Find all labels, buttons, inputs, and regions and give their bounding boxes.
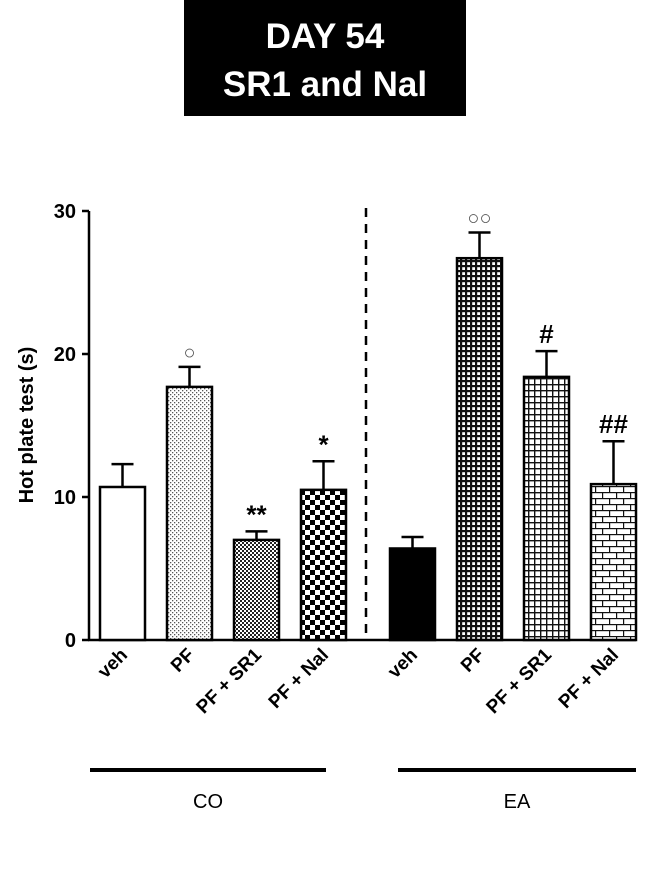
y-tick-label: 20 <box>54 344 76 366</box>
y-ticks: 0 10 20 30 <box>54 201 89 652</box>
y-tick-label: 10 <box>54 487 76 509</box>
title-line-1: DAY 54 <box>266 17 385 56</box>
bar <box>232 538 281 642</box>
bar <box>522 375 571 642</box>
significance-annotations: ○***○○### <box>183 207 628 529</box>
x-tick-label: PF <box>457 645 489 677</box>
bar <box>299 488 348 642</box>
bar <box>388 547 437 642</box>
x-tick-label: veh <box>94 645 132 683</box>
bars <box>98 256 638 642</box>
significance-mark: * <box>318 429 329 459</box>
significance-mark: ## <box>599 409 628 439</box>
title-box <box>184 0 466 116</box>
group-labels: CO EA <box>90 768 636 813</box>
bar <box>589 482 638 642</box>
y-tick-label: 30 <box>54 201 76 223</box>
group-label: EA <box>504 791 531 813</box>
x-tick-label: PF + Nal <box>265 645 333 713</box>
x-tick-label: veh <box>384 645 422 683</box>
error-bars <box>111 231 625 549</box>
x-tick-label: PF + SR1 <box>193 644 267 718</box>
significance-mark: ○ <box>183 342 195 364</box>
y-axis-label: Hot plate test (s) <box>16 347 38 504</box>
bar <box>165 385 214 642</box>
significance-mark: ○○ <box>467 207 491 229</box>
x-tick-label: PF + Nal <box>555 645 623 713</box>
significance-mark: # <box>539 319 554 349</box>
y-tick-label: 0 <box>65 630 76 652</box>
x-tick-label: PF + SR1 <box>483 644 557 718</box>
bar <box>455 256 504 642</box>
title-line-2: SR1 and Nal <box>223 65 427 104</box>
x-tick-label: PF <box>167 645 199 677</box>
group-label: CO <box>193 791 223 813</box>
bar <box>98 485 147 642</box>
significance-mark: ** <box>246 499 267 529</box>
